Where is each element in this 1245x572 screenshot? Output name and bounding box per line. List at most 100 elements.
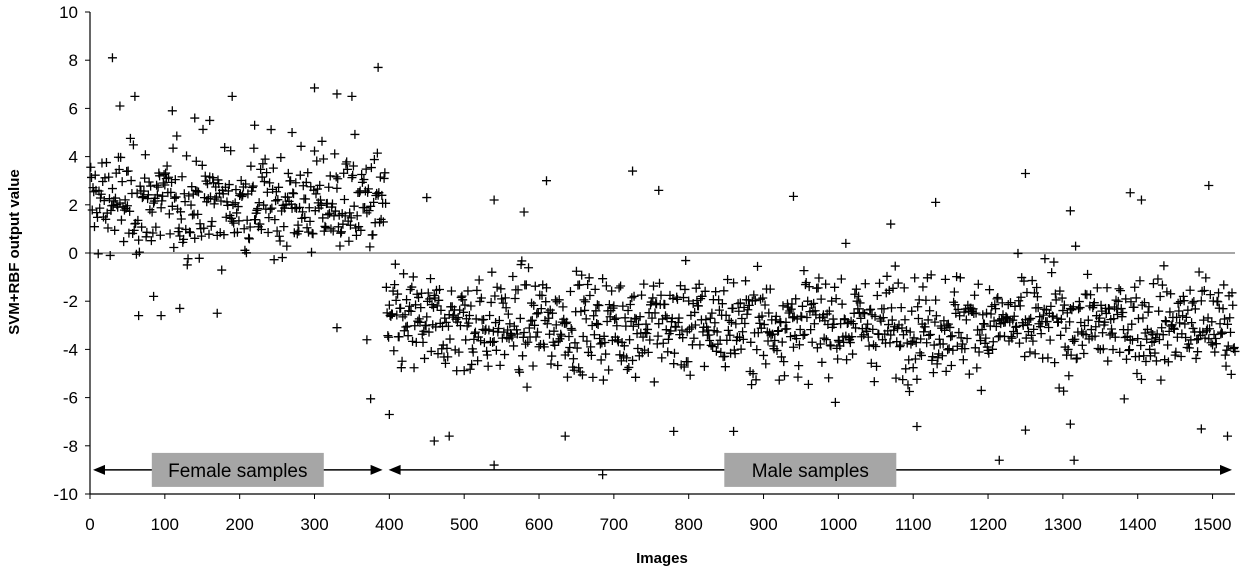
data-point <box>887 303 896 313</box>
data-point <box>418 337 428 347</box>
data-point <box>413 316 423 326</box>
data-point <box>803 379 813 389</box>
data-point <box>1020 425 1030 435</box>
data-point <box>972 363 982 373</box>
data-point <box>529 300 539 310</box>
data-point <box>954 328 964 338</box>
data-point <box>934 334 944 344</box>
data-point <box>791 294 801 304</box>
data-point <box>627 293 637 303</box>
data-point <box>978 310 988 320</box>
data-point <box>830 282 840 292</box>
x-tick-label: 1000 <box>819 515 857 534</box>
data-point <box>484 325 494 335</box>
data-point <box>708 342 718 352</box>
data-point <box>384 300 394 310</box>
data-point <box>720 351 730 361</box>
data-point <box>925 306 935 316</box>
data-point <box>553 361 563 371</box>
data-point <box>492 282 502 292</box>
data-point <box>1003 300 1013 310</box>
data-point <box>604 365 614 375</box>
data-point <box>213 175 223 185</box>
data-point <box>788 313 798 323</box>
data-point <box>524 323 534 333</box>
data-point <box>347 173 357 183</box>
data-point <box>466 301 476 311</box>
data-point <box>495 360 505 370</box>
data-point <box>372 188 382 198</box>
data-point <box>512 329 522 339</box>
data-point <box>1178 311 1188 321</box>
data-point <box>301 177 311 187</box>
data-point <box>1075 303 1085 313</box>
data-point <box>408 336 418 346</box>
x-tick-label: 300 <box>300 515 328 534</box>
data-point <box>1111 295 1121 305</box>
data-point <box>839 314 849 324</box>
data-point <box>774 375 784 385</box>
data-point <box>1014 338 1024 348</box>
data-point <box>254 198 264 208</box>
data-point <box>472 285 482 295</box>
data-point <box>639 279 649 289</box>
data-point <box>1113 310 1123 320</box>
data-point <box>931 197 941 207</box>
data-point <box>115 101 125 111</box>
data-point <box>165 229 175 239</box>
data-point <box>1023 320 1033 330</box>
data-point <box>276 153 286 163</box>
data-point <box>1100 317 1110 327</box>
data-point <box>1009 311 1019 321</box>
data-point <box>1070 334 1080 344</box>
data-point <box>1196 296 1206 306</box>
data-point <box>931 295 941 305</box>
data-point <box>351 230 361 240</box>
data-point <box>172 131 182 141</box>
data-point <box>1008 315 1018 325</box>
data-point <box>259 177 269 187</box>
data-points <box>86 53 1240 480</box>
data-point <box>444 431 454 441</box>
data-point <box>175 303 185 313</box>
x-tick-label: 200 <box>225 515 253 534</box>
data-point <box>974 347 984 357</box>
x-tick-label: 500 <box>450 515 478 534</box>
data-point <box>1117 312 1127 322</box>
data-point <box>722 335 732 345</box>
data-point <box>465 364 475 374</box>
data-point <box>910 354 920 364</box>
data-point <box>1203 313 1213 323</box>
data-point <box>446 286 456 296</box>
data-point <box>671 322 681 332</box>
data-point <box>928 368 938 378</box>
data-point <box>784 308 794 318</box>
data-point <box>854 291 864 301</box>
data-point <box>1181 333 1191 343</box>
x-tick-label: 1200 <box>969 515 1007 534</box>
data-point <box>860 309 870 319</box>
data-point <box>1035 322 1045 332</box>
data-point <box>738 334 748 344</box>
data-point <box>1210 347 1220 357</box>
data-point <box>101 158 111 168</box>
data-point <box>1218 304 1228 314</box>
data-point <box>598 274 608 284</box>
data-point <box>819 333 829 343</box>
data-point <box>855 298 865 308</box>
data-point <box>574 280 584 290</box>
data-point <box>696 294 706 304</box>
data-point <box>890 261 900 271</box>
data-point <box>1129 302 1139 312</box>
data-point <box>721 310 731 320</box>
data-point <box>524 263 534 273</box>
sample-group-annotations: Female samples Male samples <box>93 452 1232 487</box>
data-point <box>301 194 311 204</box>
data-point <box>845 338 855 348</box>
data-point <box>499 327 509 337</box>
data-point <box>390 259 400 269</box>
data-point <box>1083 315 1093 325</box>
data-point <box>773 326 783 336</box>
data-point <box>1175 318 1185 328</box>
